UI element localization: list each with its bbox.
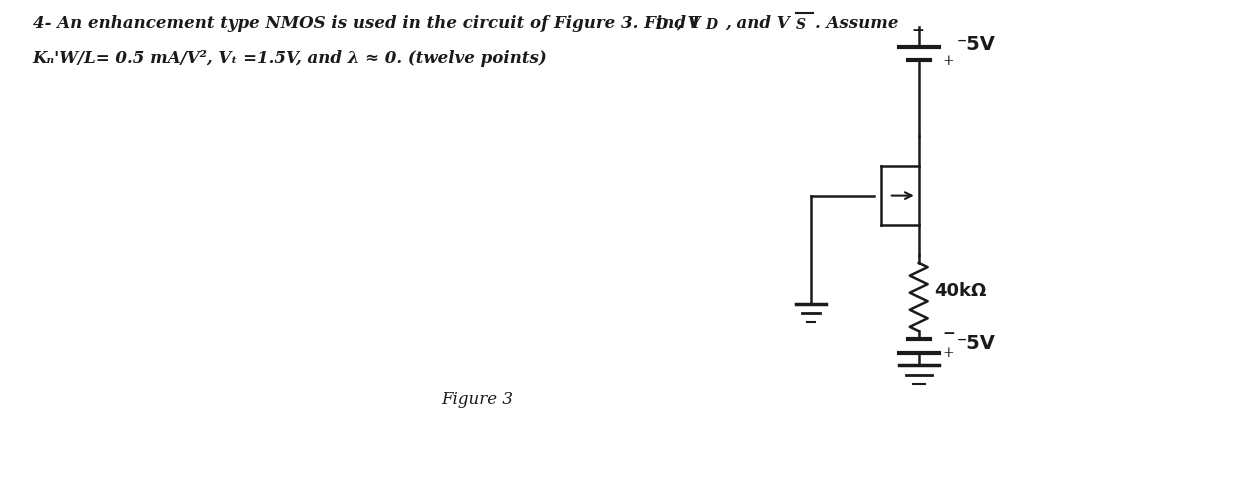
Text: D: D <box>706 18 717 32</box>
Text: +: + <box>943 54 954 68</box>
Text: ⁻5V: ⁻5V <box>957 35 996 54</box>
Text: 40kΩ: 40kΩ <box>934 282 987 300</box>
Text: +: + <box>943 346 954 360</box>
Text: D: D <box>655 18 667 32</box>
Text: S: S <box>796 18 806 32</box>
Text: , and V: , and V <box>726 14 790 32</box>
Text: Figure 3: Figure 3 <box>441 391 513 408</box>
Text: , V: , V <box>676 14 700 32</box>
Text: 4- An enhancement type NMOS is used in the circuit of Figure 3. Find I: 4- An enhancement type NMOS is used in t… <box>33 14 700 32</box>
Text: . Assume: . Assume <box>815 14 899 32</box>
Text: −: − <box>912 24 924 38</box>
Text: Kₙ'W/L= 0.5 mA/V², Vₜ =1.5V, and λ ≈ 0. (twelve points): Kₙ'W/L= 0.5 mA/V², Vₜ =1.5V, and λ ≈ 0. … <box>33 50 548 67</box>
Text: −: − <box>943 327 956 341</box>
Text: ⁻5V: ⁻5V <box>957 334 996 353</box>
